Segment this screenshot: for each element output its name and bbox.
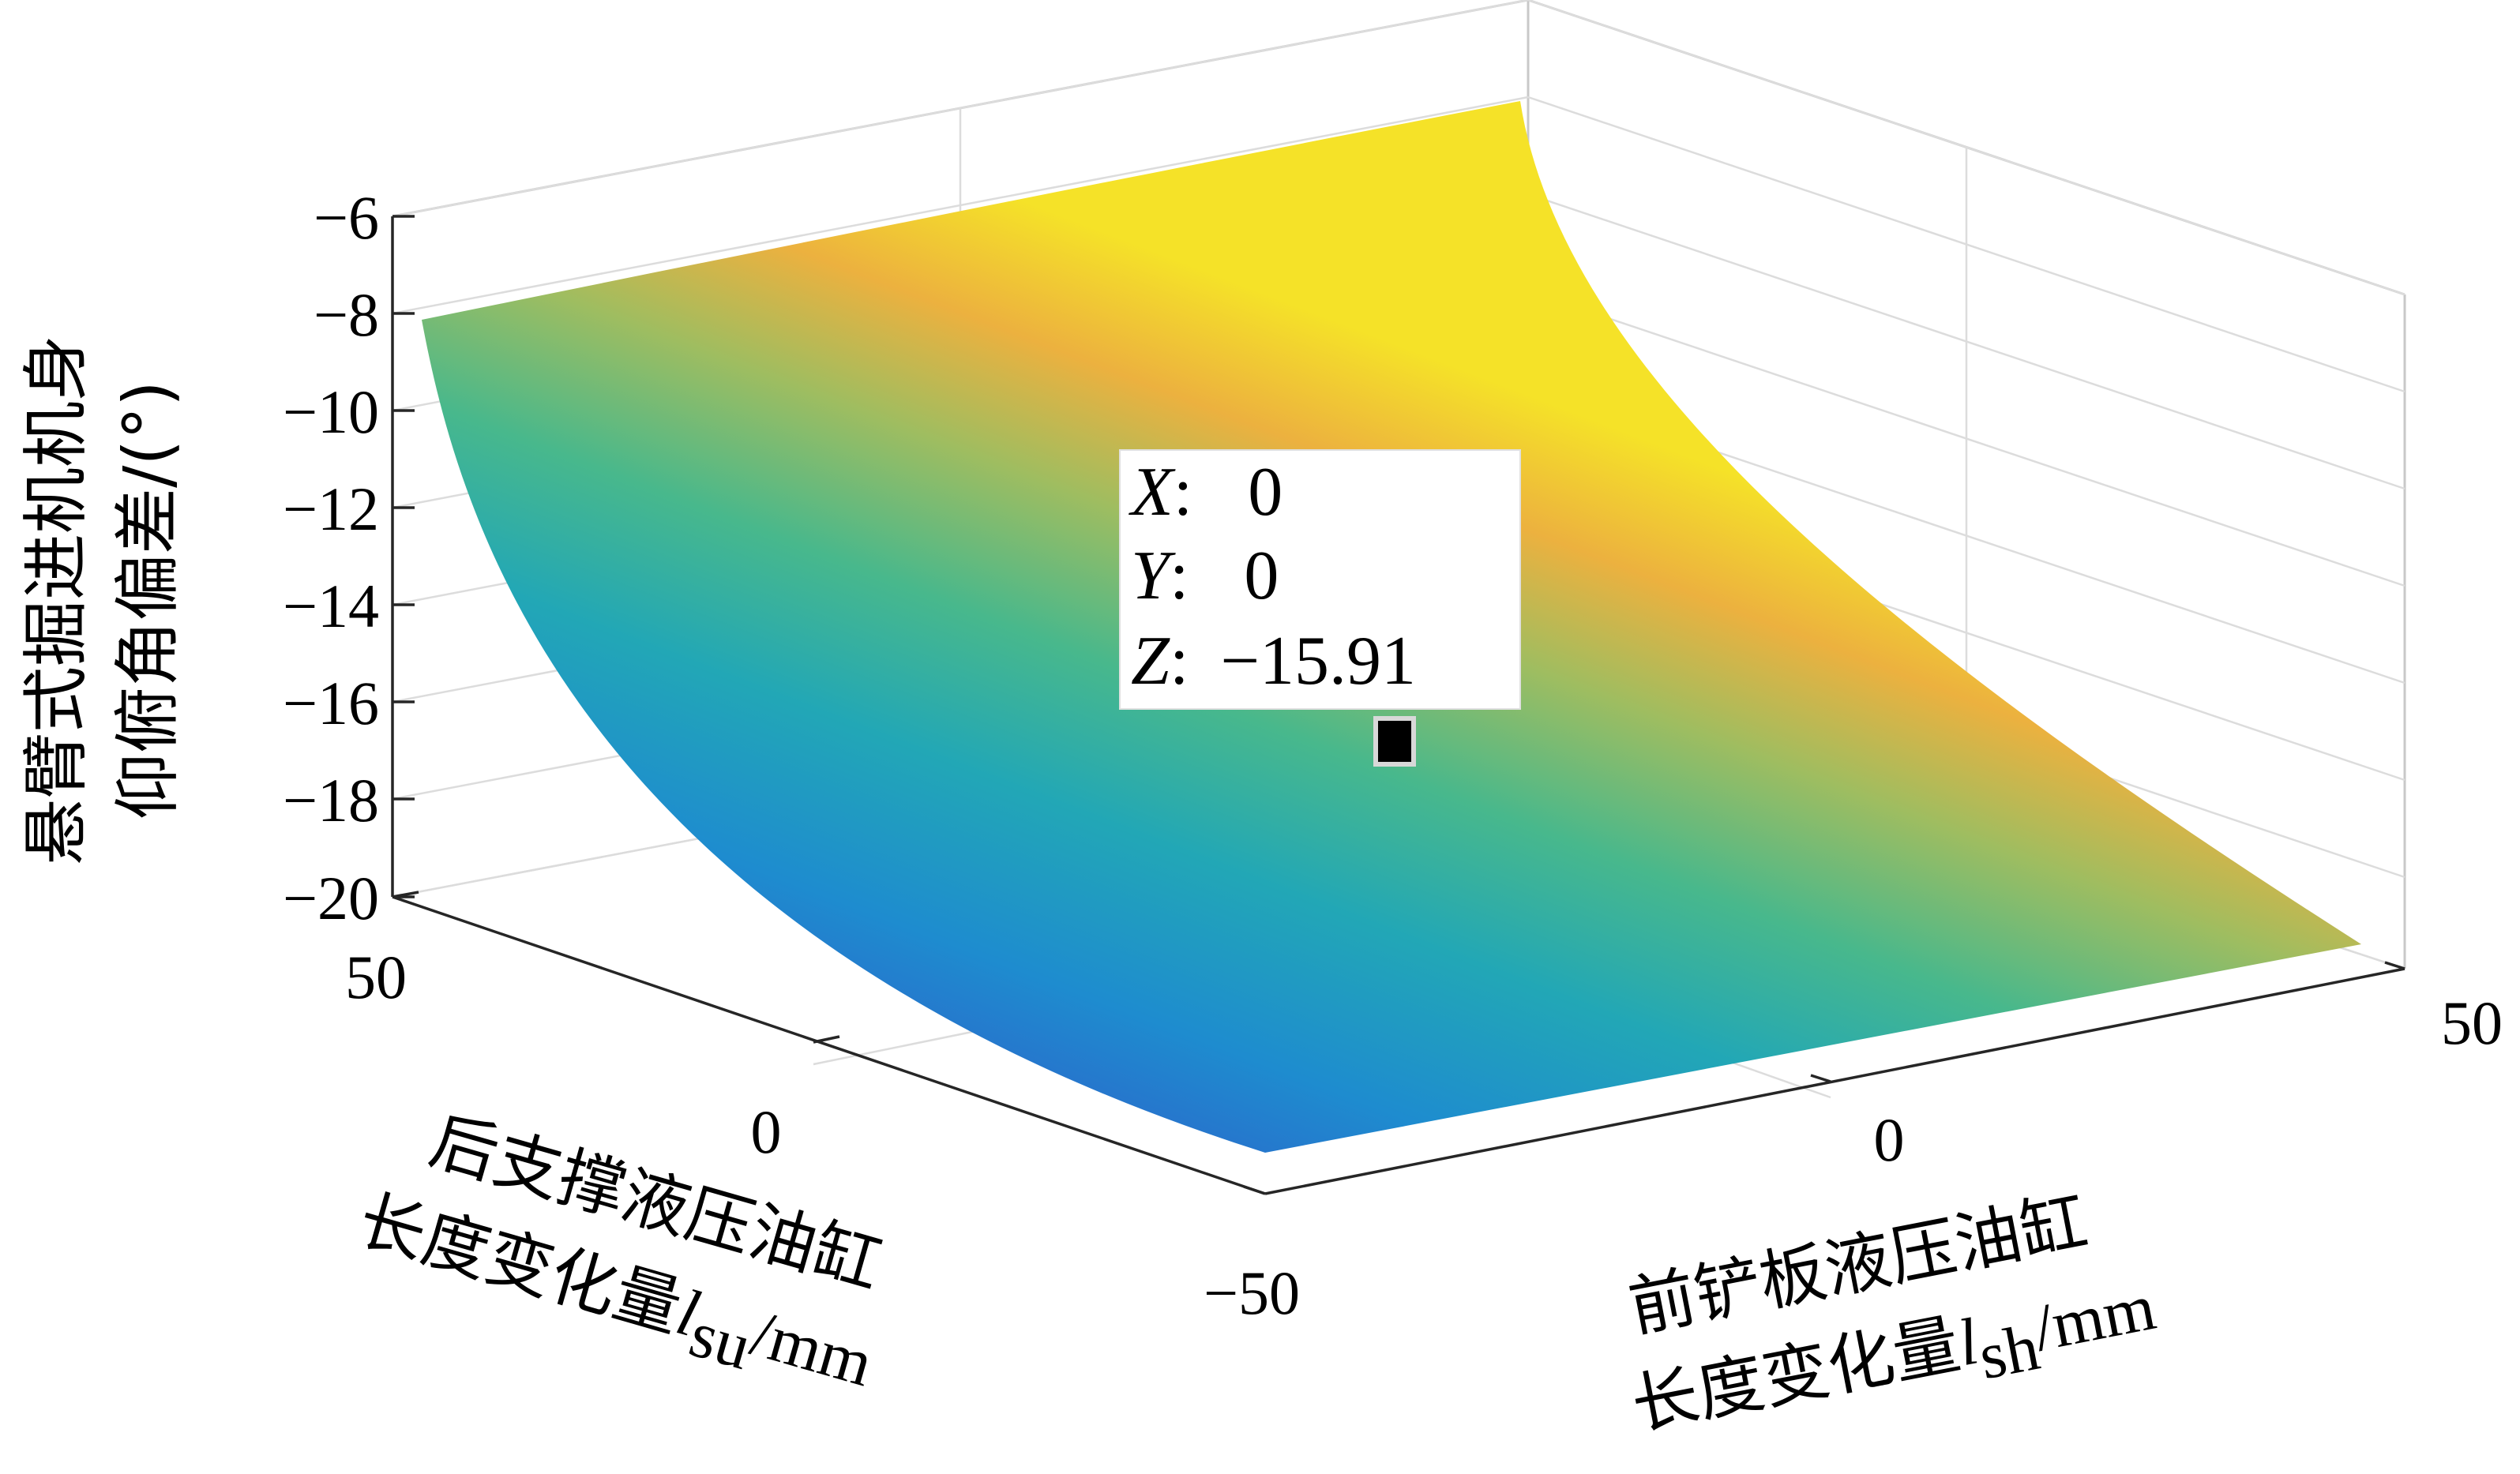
z-axis-label: 悬臂式掘进机机身 仰俯角偏差/(°) xyxy=(17,335,186,865)
y-axis-label: 后支撑液压油缸 长度变化量lsu/mm xyxy=(350,1101,890,1401)
svg-text:Y:0: Y: 0 xyxy=(1131,538,1279,614)
z-tick-label: −12 xyxy=(283,474,379,543)
y-tick-label: 0 xyxy=(751,1097,782,1166)
y-axis-unit: /mm xyxy=(743,1296,881,1401)
x-tick-label: 50 xyxy=(2441,988,2503,1057)
z-tick-label: −20 xyxy=(283,864,379,932)
z-tick-labels: −6 −8 −10 −12 −14 −16 −18 −20 xyxy=(283,183,379,932)
x-tick-labels: 0 50 xyxy=(1874,988,2503,1174)
z-tick-label: −10 xyxy=(283,377,379,446)
datatip-y-label: Y xyxy=(1131,538,1176,614)
z-axis-label-line1: 悬臂式掘进机机身 xyxy=(17,335,95,865)
axis-lines xyxy=(391,216,2405,1195)
datatip[interactable]: X: 0 Y: 0 Z: −15.91 xyxy=(1119,449,1521,767)
datatip-y-value: 0 xyxy=(1244,538,1279,614)
y-tick-label: −50 xyxy=(1204,1258,1300,1327)
z-tick-label: −18 xyxy=(283,766,379,835)
x-tick-label: 0 xyxy=(1874,1105,1905,1174)
z-ticks xyxy=(392,215,415,898)
datatip-x-label: X xyxy=(1129,454,1176,531)
datatip-z-label: Z xyxy=(1131,623,1170,699)
x-axis-subscript: sh xyxy=(1974,1311,2045,1394)
z-axis-label-line2: 仰俯角偏差/(°) xyxy=(109,381,186,820)
datatip-z-value: −15.91 xyxy=(1220,623,1416,699)
x-axis-unit: /mm xyxy=(2028,1270,2161,1366)
x-axis-label: 前铲板液压油缸 长度变化量lsh/mm xyxy=(1623,1182,2161,1444)
datatip-x-value: 0 xyxy=(1248,454,1283,531)
y-tick-label: 50 xyxy=(345,943,407,1011)
svg-text:Z:−15.91: Z: −15.91 xyxy=(1131,623,1416,699)
y-tick-labels: 50 0 −50 xyxy=(345,943,1300,1327)
z-tick-label: −8 xyxy=(314,280,379,349)
base-ticks xyxy=(392,891,2405,1195)
datatip-marker[interactable] xyxy=(1373,716,1416,767)
z-tick-label: −6 xyxy=(314,183,379,252)
z-tick-label: −14 xyxy=(283,572,379,640)
datatip-box xyxy=(1119,449,1521,710)
z-tick-label: −16 xyxy=(283,669,379,737)
svg-text:X:0: X: 0 xyxy=(1129,454,1283,531)
